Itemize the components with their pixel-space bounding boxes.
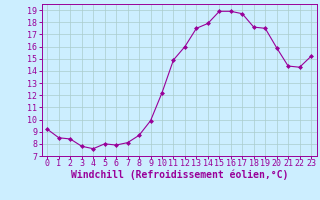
X-axis label: Windchill (Refroidissement éolien,°C): Windchill (Refroidissement éolien,°C) — [70, 169, 288, 180]
